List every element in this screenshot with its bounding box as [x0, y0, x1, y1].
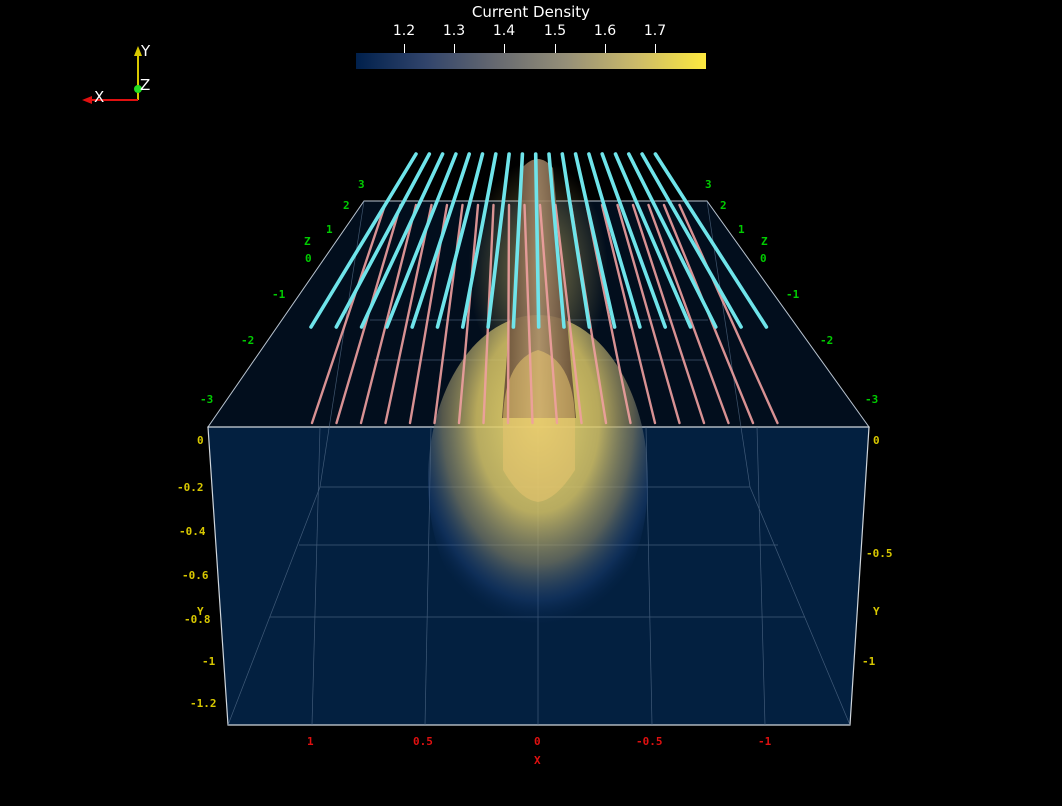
top-streamline: [587, 152, 642, 329]
top-streamline: [359, 152, 445, 329]
top-streamline: [626, 152, 718, 329]
z-axis-left: 321 0 -1 -2 -3: [200, 178, 365, 406]
top-streamlines: [309, 152, 769, 329]
colorbar-tick: [555, 44, 556, 53]
colorbar-tick: [605, 44, 606, 53]
colorbar-tick-label: 1.2: [392, 23, 416, 39]
top-streamline: [385, 152, 458, 329]
z-tick-label: -1: [272, 288, 286, 301]
x-tick-label: -1: [758, 735, 772, 748]
z-tick-label: 2: [720, 199, 727, 212]
colorbar-tick: [454, 44, 455, 53]
surface-streamline: [554, 203, 583, 425]
z-tick-label: -2: [820, 334, 833, 347]
z-tick-label: -1: [786, 288, 800, 301]
surface-streamline: [384, 203, 433, 425]
x-tick-label: 0.5: [413, 735, 433, 748]
orientation-x-arrow: [82, 96, 92, 104]
y-tick-label: -1.2: [190, 697, 217, 710]
colorbar-tick: [655, 44, 656, 53]
y-tick-label: -0.2: [177, 481, 204, 494]
z-tick-label: -3: [865, 393, 878, 406]
top-streamline: [547, 152, 566, 329]
top-streamline: [410, 152, 472, 329]
surface-streamline: [631, 203, 706, 425]
orientation-z-axis: [134, 85, 142, 93]
z-tick-label: 1: [738, 223, 745, 236]
top-streamline: [511, 152, 525, 329]
surface-streamline: [506, 203, 511, 425]
z-tick-label: -2: [241, 334, 254, 347]
top-streamline: [309, 152, 418, 329]
colorbar-tick-label: 1.4: [492, 23, 516, 39]
orientation-y-label: Y: [140, 42, 151, 60]
surface-streamline: [433, 203, 464, 425]
y-axis-title-right: Y: [873, 605, 880, 618]
z-tick-label: 3: [705, 178, 712, 191]
surface-streamline: [647, 203, 730, 425]
surface-streamline: [678, 203, 779, 425]
colorbar-title: Current Density: [471, 3, 591, 21]
surface-streamline: [538, 203, 559, 425]
orientation-axes: Y X Z: [82, 42, 151, 106]
top-streamline: [435, 152, 485, 329]
x-tick-label: 1: [307, 735, 314, 748]
surface-streamline: [523, 203, 534, 425]
top-streamline: [486, 152, 511, 329]
orientation-z-label: Z: [140, 76, 150, 94]
colorbar-tick-label: 1.7: [643, 23, 667, 39]
surface-streamline: [600, 203, 657, 425]
surface-streamline: [616, 203, 681, 425]
z-tick-label: 1: [326, 223, 333, 236]
z-axis-title-left: Z: [304, 235, 311, 248]
colorbar-tick: [404, 44, 405, 53]
z-axis-title-right: Z: [761, 235, 768, 248]
z-tick-label: 3: [358, 178, 365, 191]
top-streamline: [573, 152, 617, 329]
colorbar-tick-label: 1.5: [543, 23, 567, 39]
top-streamline: [653, 152, 769, 329]
top-streamline: [613, 152, 693, 329]
orientation-y-arrow: [134, 46, 142, 56]
top-streamline: [533, 152, 541, 329]
y-axis-right: 0 -0.5 -1: [862, 434, 893, 668]
y-tick-label: 0: [197, 434, 204, 447]
colorbar-tick-label: 1.3: [442, 23, 466, 39]
top-streamline: [460, 152, 498, 329]
x-axis: 1 0.5 0 -0.5 -1: [307, 735, 772, 748]
x-tick-label: 0: [534, 735, 541, 748]
z-tick-label: 2: [343, 199, 350, 212]
top-streamline: [334, 152, 432, 329]
surface-streamline: [310, 203, 387, 425]
y-tick-label: -0.4: [179, 525, 206, 538]
y-tick-label: -1: [202, 655, 216, 668]
surface-streamline: [359, 203, 418, 425]
top-streamline: [560, 152, 592, 329]
colorbar: [356, 53, 706, 69]
surface-streamline: [457, 203, 480, 425]
z-tick-label: -3: [200, 393, 213, 406]
x-tick-label: -0.5: [636, 735, 663, 748]
top-streamline: [600, 152, 668, 329]
colorbar-tick-label: 1.6: [593, 23, 617, 39]
colorbar-tick: [504, 44, 505, 53]
y-tick-label: -0.5: [866, 547, 893, 560]
z-axis-right: 321 0 -1 -2 -3: [705, 178, 878, 406]
top-streamline: [640, 152, 743, 329]
orientation-x-label: X: [94, 88, 104, 106]
y-tick-label: -0.6: [182, 569, 209, 582]
y-axis-left: 0 -0.2 -0.4 -0.6 -0.8 -1 -1.2: [177, 434, 217, 710]
y-axis-title-left: Y: [197, 605, 204, 618]
z-tick-label: 0: [305, 252, 312, 265]
z-tick-label: 0: [760, 252, 767, 265]
y-tick-label: 0: [873, 434, 880, 447]
y-tick-label: -0.8: [184, 613, 211, 626]
x-axis-title: X: [534, 754, 541, 767]
y-tick-label: -1: [862, 655, 876, 668]
